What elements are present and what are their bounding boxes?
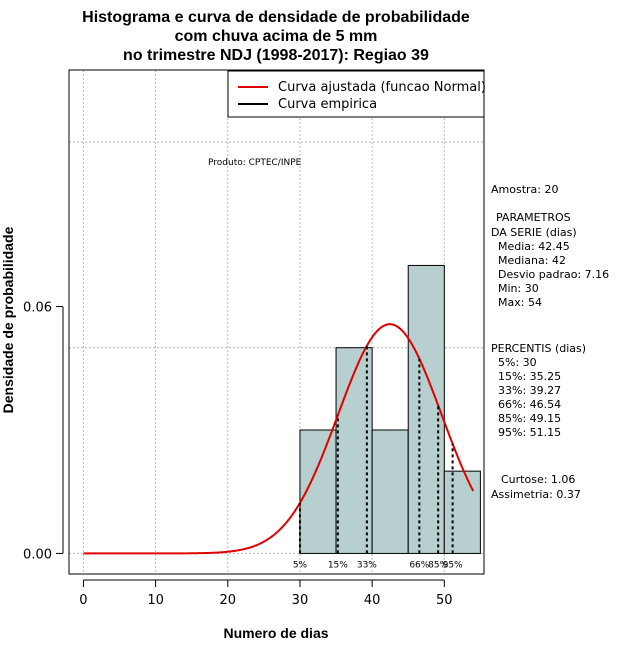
x-tick-label-2: 20 (220, 593, 237, 608)
histogram-bar-4 (443, 470, 481, 554)
stat-sample: Amostra: 20 (491, 183, 558, 196)
percentile-label-1: 15% (328, 560, 348, 570)
x-tick-label-0: 0 (79, 593, 87, 608)
legend-box (227, 70, 485, 118)
stat-percentis-heading: PERCENTIS (dias) (491, 342, 586, 355)
stat-p85: 85%: 49.15 (498, 412, 561, 425)
stat-mean: Media: 42.45 (498, 240, 570, 253)
y-axis: 0.00 0.06 (23, 301, 64, 562)
x-tick-label-3: 30 (292, 593, 309, 608)
percentile-label-3: 66% (409, 560, 429, 570)
product-note: Produto: CPTEC/INPE (208, 158, 302, 168)
legend-label-empirical: Curva empirica (278, 97, 377, 112)
percentile-lines: 5% 15% 33% 66%85%95% (293, 345, 463, 570)
y-tick-label-0: 0.00 (23, 547, 52, 562)
x-tick-label-5: 50 (436, 593, 453, 608)
x-axis: 0 10 20 30 40 50 (79, 579, 453, 608)
stat-min: Min: 30 (498, 282, 539, 295)
side-statistics: Amostra: 20 PARAMETROS DA SERIE (dias) M… (491, 183, 609, 501)
percentile-label-4: 85% (428, 560, 448, 570)
x-axis-label: Numero de dias (223, 625, 328, 641)
percentile-label-2: 33% (357, 560, 377, 570)
stat-median: Mediana: 42 (498, 254, 566, 267)
chart-title-line-2: com chuva acima de 5 mm (175, 28, 378, 45)
stat-params-heading: PARAMETROS (496, 211, 571, 224)
stat-max: Max: 54 (498, 296, 542, 309)
stat-p95: 95%: 51.15 (498, 426, 561, 439)
chart-title-line-3: no trimestre NDJ (1998-2017): Regiao 39 (123, 47, 429, 64)
legend: Curva ajustada (funcao Normal) Curva emp… (227, 70, 486, 118)
stat-p5: 5%: 30 (498, 356, 537, 369)
percentile-label-0: 5% (293, 560, 308, 570)
legend-label-normal: Curva ajustada (funcao Normal) (278, 80, 486, 95)
x-tick-label-1: 10 (147, 593, 164, 608)
normal-curve-layer (83, 323, 475, 555)
normal-fit-curve (83, 323, 475, 555)
x-tick-label-4: 40 (364, 593, 381, 608)
stat-skewness: Assimetria: 0.37 (491, 488, 581, 501)
y-tick-label-1: 0.06 (23, 301, 52, 316)
plot-frame (68, 69, 485, 575)
histogram-bar-2 (371, 429, 409, 554)
stat-sd: Desvio padrao: 7.16 (498, 268, 609, 281)
chart-title-line-1: Histograma e curva de densidade de proba… (82, 9, 470, 26)
stat-kurtosis: Curtose: 1.06 (501, 473, 575, 486)
stat-p33: 33%: 39.27 (498, 384, 561, 397)
histogram-bars (299, 264, 481, 554)
stat-p66: 66%: 46.54 (498, 398, 561, 411)
percentile-label-5: 95% (443, 560, 463, 570)
y-axis-label: Densidade de probabilidade (0, 226, 16, 413)
stat-params-subheading: DA SERIE (dias) (491, 226, 577, 239)
stat-p15: 15%: 35.25 (498, 370, 561, 383)
